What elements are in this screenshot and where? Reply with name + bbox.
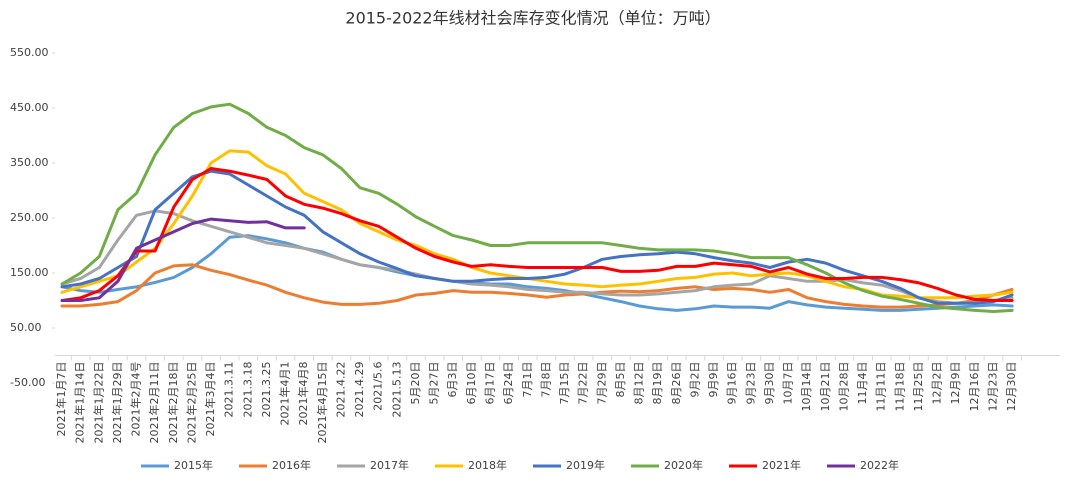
x-tick-label: 11月18日 [893, 362, 906, 412]
legend-label: 2020年 [664, 458, 703, 472]
x-tick-label: 6月24日 [502, 362, 515, 405]
x-tick-label: 12月2日 [931, 362, 944, 405]
series-line [60, 102, 1014, 313]
x-tick-label: 10月21日 [819, 362, 832, 412]
x-tick-label: 12月30日 [1005, 362, 1018, 412]
y-tick-label: -50.00 [10, 376, 45, 389]
x-tick-label: 2021年4月15日 [315, 362, 329, 444]
x-tick-label: 9月2日 [688, 362, 701, 398]
x-tick-label: 10月28日 [837, 362, 850, 412]
x-tick-label: 7月15日 [558, 362, 571, 405]
x-tick-label: 10月7日 [782, 362, 795, 405]
x-tick-label: 8月19日 [651, 362, 664, 405]
series-line [60, 234, 1014, 312]
x-tick-label: 2021年2月18日 [166, 362, 180, 444]
y-tick-label: 450.00 [10, 101, 49, 114]
x-tick-label: 12月9日 [949, 362, 962, 405]
x-tick-label: 6月10日 [465, 362, 478, 405]
x-tick-label: 6月17日 [483, 362, 496, 405]
x-tick-label: 11月4日 [856, 362, 869, 405]
series-line [60, 167, 1014, 302]
x-tick-label: 12月23日 [987, 362, 1000, 412]
x-tick-label: 2021/5.6 [372, 362, 385, 411]
x-tick-label: 2021.3.11 [223, 362, 236, 418]
series-line [60, 217, 306, 302]
x-tick-label: 7月1日 [521, 362, 534, 398]
y-tick-label: 150.00 [10, 266, 49, 279]
x-tick-label: 2021.4.22 [334, 362, 347, 418]
x-tick-label: 2021年2月25日 [184, 362, 198, 444]
x-tick-label: 9月23日 [744, 362, 757, 405]
x-tick-label: 2021.3.18 [241, 362, 254, 418]
x-tick-label: 11月11日 [875, 362, 888, 412]
x-tick-label: 2021年4月1 [278, 362, 292, 426]
x-tick-label: 7月22日 [577, 362, 590, 405]
legend-label: 2019年 [566, 458, 605, 472]
x-tick-label: 5月27日 [428, 362, 441, 405]
x-tick-label: 9月16日 [726, 362, 739, 405]
x-tick-label: 2021年4月8 [296, 362, 310, 426]
y-tick-label: 250.00 [10, 211, 49, 224]
x-tick-label: 12月16日 [968, 362, 981, 412]
legend-label: 2018年 [468, 458, 507, 472]
x-tick-label: 2021年1月29日 [110, 362, 124, 444]
legend-label: 2016年 [272, 458, 311, 472]
series-line [60, 263, 1014, 309]
legend-label: 2017年 [370, 458, 409, 472]
x-tick-label: 8月26日 [670, 362, 683, 405]
x-tick-label: 2021年2月4号 [129, 362, 143, 437]
x-tick-label: 2021年1月22日 [91, 362, 105, 444]
series-line [60, 209, 1014, 305]
chart-title: 2015-2022年线材社会库存变化情况（单位：万吨） [345, 9, 720, 28]
x-tick-label: 2021.4.29 [353, 362, 366, 418]
y-tick-label: 550.00 [10, 46, 49, 59]
x-tick-label: 6月3日 [446, 362, 459, 398]
x-tick-label: 2021年1月14日 [73, 362, 87, 444]
x-tick-label: 11月25日 [912, 362, 925, 412]
x-tick-label: 2021年1月7日 [54, 362, 68, 437]
x-tick-label: 9月30日 [763, 362, 776, 405]
x-tick-label: 8月5日 [614, 362, 627, 398]
x-tick-label: 2021年2月11日 [147, 362, 161, 444]
y-tick-label: 50.00 [10, 321, 42, 334]
x-tick-label: 10月14日 [800, 362, 813, 412]
x-tick-label: 2021年3月4日 [203, 362, 217, 437]
x-tick-label: 2021.3.25 [260, 362, 273, 418]
x-tick-label: 8月12日 [633, 362, 646, 405]
legend-label: 2022年 [860, 458, 899, 472]
x-tick-label: 2021.5.13 [390, 362, 403, 418]
x-tick-label: 7月29日 [595, 362, 608, 405]
series-line [60, 169, 1014, 305]
legend-label: 2015年 [174, 458, 213, 472]
y-tick-label: 350.00 [10, 156, 49, 169]
x-tick-label: 9月9日 [707, 362, 720, 398]
x-tick-label: 7月8日 [539, 362, 552, 398]
legend-label: 2021年 [762, 458, 801, 472]
x-tick-label: 5月20日 [409, 362, 422, 405]
